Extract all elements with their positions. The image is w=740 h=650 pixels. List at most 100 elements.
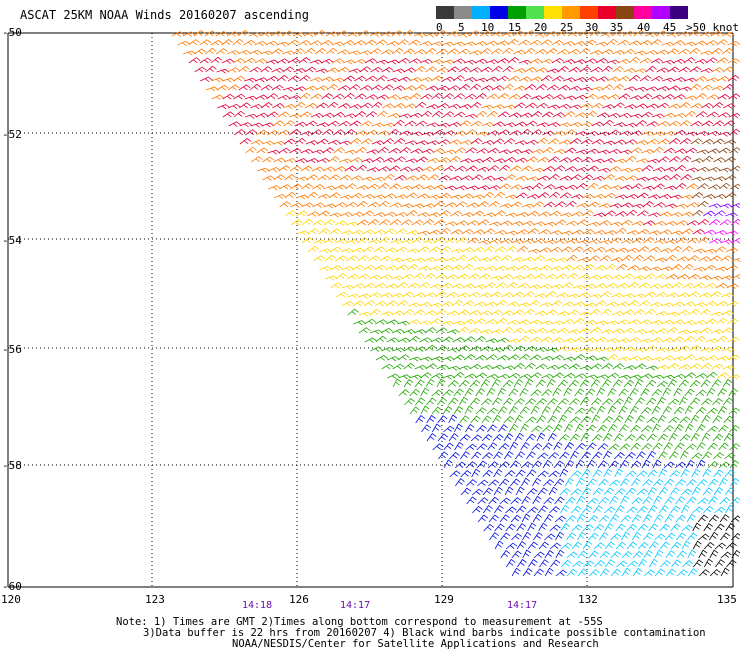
wind-barb: [610, 274, 624, 280]
wind-barb: [353, 40, 366, 46]
wind-barb: [610, 550, 622, 559]
wind-barb: [519, 406, 530, 415]
wind-barb: [371, 140, 385, 146]
wind-barb: [441, 59, 455, 65]
wind-barb: [623, 86, 637, 92]
wind-barb: [503, 138, 516, 145]
wind-barb: [574, 77, 587, 83]
wind-barb: [483, 523, 495, 532]
wind-barb: [393, 119, 405, 127]
wind-barb: [653, 495, 663, 505]
wind-barb: [581, 469, 592, 478]
wind-barb: [400, 203, 414, 209]
wind-barb: [251, 156, 263, 163]
wind-barb: [628, 319, 641, 325]
wind-barb: [390, 275, 404, 281]
wind-barb: [711, 85, 725, 91]
wind-barb: [712, 120, 725, 127]
wind-barb: [490, 309, 503, 316]
wind-barb: [530, 372, 542, 379]
wind-barb: [571, 229, 584, 235]
wind-barb: [711, 379, 722, 388]
wind-barb: [598, 220, 612, 226]
wind-barb: [490, 291, 503, 298]
wind-barb: [585, 374, 599, 380]
wind-barb: [703, 523, 714, 532]
wind-barb: [685, 459, 695, 469]
wind-barb: [499, 514, 510, 523]
wind-barb: [671, 263, 683, 271]
wind-barb: [366, 129, 379, 136]
wind-barb: [568, 85, 582, 92]
wind-barb: [250, 139, 264, 146]
wind-barb: [211, 94, 224, 101]
wind-barb: [533, 254, 546, 262]
wind-barb: [292, 32, 306, 38]
wind-barb: [629, 113, 643, 119]
wind-barb: [530, 95, 544, 101]
wind-barb: [713, 452, 725, 460]
wind-barb: [362, 246, 375, 253]
wind-barb: [601, 49, 614, 55]
wind-barb: [518, 319, 531, 325]
wind-barb: [512, 30, 525, 37]
wind-barb: [624, 139, 638, 145]
wind-barb: [609, 185, 622, 191]
wind-barb: [448, 139, 462, 145]
wind-barb: [556, 292, 569, 298]
wind-barb: [454, 130, 467, 137]
wind-barb: [603, 468, 613, 478]
wind-barb: [509, 130, 522, 136]
wind-barb: [615, 541, 627, 550]
wind-barb: [402, 29, 415, 37]
wind-barb: [682, 560, 694, 568]
wind-barb: [342, 75, 355, 82]
wind-barb: [465, 443, 477, 451]
wind-barb: [288, 113, 302, 119]
wind-barb: [568, 379, 580, 388]
wind-barb: [426, 104, 439, 110]
wind-barb: [609, 513, 620, 523]
wind-barb: [641, 149, 655, 155]
wind-barb: [660, 559, 671, 568]
wind-barb: [708, 218, 721, 226]
wind-barb: [407, 263, 419, 271]
wind-barb: [462, 263, 474, 271]
wind-barb: [389, 202, 402, 208]
wind-barb: [420, 387, 430, 397]
wind-barb: [624, 414, 634, 424]
wind-barb: [602, 398, 614, 406]
wind-barb: [696, 130, 709, 137]
wind-barb: [427, 174, 440, 181]
wind-barb: [651, 388, 663, 397]
wind-barb: [596, 387, 606, 397]
wind-barb: [702, 194, 716, 200]
wind-barb: [342, 59, 356, 65]
wind-barb: [389, 183, 401, 190]
wind-barb: [323, 185, 336, 191]
wind-barb: [636, 192, 649, 199]
wind-barb: [188, 57, 201, 64]
wind-barb: [684, 77, 698, 83]
wind-barb: [654, 549, 664, 559]
wind-barb: [633, 328, 647, 335]
wind-barb: [363, 264, 376, 271]
wind-barb: [602, 119, 614, 127]
wind-barb: [559, 175, 572, 181]
wind-barb: [655, 311, 669, 317]
wind-barb: [444, 185, 458, 191]
wind-barb: [692, 540, 702, 550]
wind-barb: [345, 183, 357, 190]
wind-barb: [403, 379, 414, 388]
wind-barb: [259, 31, 273, 37]
wind-barb: [695, 406, 707, 415]
wind-barb: [697, 200, 709, 208]
wind-barb: [728, 374, 740, 380]
wind-barb: [342, 40, 355, 46]
wind-barb: [668, 137, 681, 145]
wind-barb: [635, 397, 645, 406]
wind-barb: [669, 451, 679, 460]
wind-barb: [301, 183, 313, 190]
wind-barb: [302, 236, 314, 244]
wind-barb: [478, 257, 492, 263]
